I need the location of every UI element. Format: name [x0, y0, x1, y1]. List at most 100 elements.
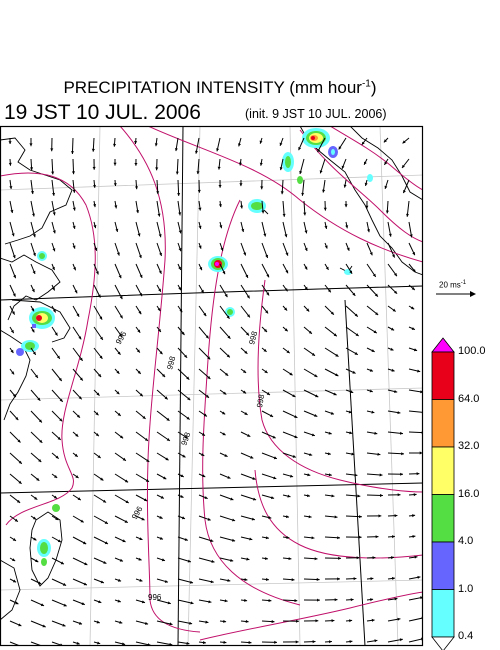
wind-vector-head — [184, 435, 188, 439]
wind-vector-head — [18, 480, 22, 484]
wind-vector-head — [52, 230, 56, 234]
wind-vector-head — [181, 331, 185, 335]
wind-vector-head — [157, 328, 161, 332]
wind-vector-head — [57, 539, 61, 543]
wind-vector-head — [335, 373, 339, 376]
wind-vector-head — [186, 641, 190, 645]
wind-vector-head — [37, 397, 41, 401]
wind-vector-head — [358, 535, 362, 539]
wind-vector-head — [304, 286, 308, 290]
wind-vector-head — [60, 561, 64, 565]
wind-vector-head — [38, 581, 42, 585]
wind-vector-head — [252, 477, 256, 480]
wind-vector-head — [383, 139, 387, 143]
wind-vector-head — [117, 351, 121, 355]
wind-vector-head — [394, 390, 398, 393]
wind-vector-head — [402, 140, 406, 144]
wind-vector-head — [291, 578, 295, 582]
wind-vector-head — [134, 141, 138, 144]
wind-vector-head — [264, 557, 268, 560]
wind-vector-head — [397, 617, 401, 621]
wind-vector-head — [207, 517, 211, 521]
wind-vector-head — [353, 577, 357, 581]
wind-vector-head — [74, 290, 78, 294]
wind-vector-head — [174, 148, 178, 152]
wind-vector-head — [334, 515, 338, 519]
wind-vector-head — [374, 293, 378, 297]
wind-vector-head — [100, 580, 104, 584]
wind-vector-head — [312, 640, 316, 644]
wind-vector-head — [146, 459, 150, 462]
wind-vector-head — [12, 579, 17, 583]
wind-vector-head — [119, 620, 123, 624]
wind-vector-head — [202, 474, 206, 478]
wind-vector-head — [75, 433, 79, 437]
wind-vector-head — [370, 598, 374, 602]
wind-vector-head — [94, 247, 98, 251]
isobar-labels: 996 998 998 998 996 998 996 — [114, 329, 266, 602]
wind-vector-head — [117, 412, 121, 416]
wind-vector-head — [416, 472, 420, 476]
wind-vector-head — [157, 213, 161, 217]
wind-vector-head — [406, 213, 409, 217]
wind-vectors — [8, 137, 423, 646]
wind-vector-head — [195, 150, 198, 154]
isobar-label: 996 — [114, 329, 129, 346]
wind-vector-head — [244, 412, 248, 415]
wind-vector-head — [18, 460, 22, 464]
wind-vector-head — [159, 515, 163, 519]
wind-vector-head — [324, 245, 328, 249]
wind-vector-head — [384, 185, 388, 189]
wind-vector-head — [247, 434, 251, 437]
wind-vector-head — [205, 394, 209, 398]
wind-vector-head — [205, 620, 209, 624]
wind-vector-head — [190, 601, 194, 605]
wind-vector-head — [84, 562, 88, 566]
wind-vector-head — [230, 558, 234, 562]
wind-vector-head — [355, 333, 359, 336]
wind-vector-head — [40, 603, 44, 607]
wind-vector-head — [198, 225, 202, 229]
wind-vector-head — [118, 333, 122, 337]
wind-vector-head — [390, 347, 394, 351]
wind-vector-head — [242, 390, 247, 394]
wind-vector-head — [388, 233, 392, 237]
vector-scale-text: 20 ms — [439, 280, 461, 290]
wind-vector-head — [327, 452, 331, 456]
wind-vector-head — [145, 621, 149, 625]
wind-vector-head — [226, 315, 230, 319]
wind-vector-head — [284, 328, 288, 332]
wind-vector-head — [413, 348, 418, 352]
wind-vector-head — [253, 497, 257, 501]
wind-vector-head — [54, 332, 58, 336]
wind-vector-head — [413, 493, 417, 497]
wind-vector-head — [346, 247, 350, 251]
wind-vector-head — [390, 327, 395, 331]
wind-vector-head — [222, 271, 226, 275]
wind-vector-head — [341, 165, 345, 169]
wind-vector-head — [158, 234, 162, 238]
wind-vector-head — [98, 373, 102, 377]
wind-vector-head — [180, 474, 184, 477]
wind-vector-head — [223, 391, 227, 395]
colorbar-segment — [431, 541, 455, 590]
wind-vector-head — [304, 230, 308, 234]
wind-vector-head — [207, 356, 211, 360]
wind-vector-head — [371, 618, 375, 622]
wind-vector-head — [177, 193, 181, 196]
wind-vector-head — [163, 476, 167, 480]
wind-vector-head — [141, 600, 145, 604]
wind-vector-head — [266, 274, 269, 278]
wind-vector-head — [62, 623, 66, 627]
wind-vector-head — [207, 376, 211, 379]
wind-vector-head — [76, 313, 80, 317]
wind-vector-head — [161, 558, 165, 562]
wind-vector-head — [169, 622, 173, 626]
wind-vector-head — [284, 307, 288, 311]
colorbar-level-label: 64.0 — [458, 392, 480, 405]
wind-vector-head — [79, 377, 83, 381]
title-unit-exponent: -1 — [361, 78, 371, 90]
wind-vector-head — [137, 233, 141, 237]
colorbar-segment — [431, 351, 455, 400]
wind-vector-head — [56, 355, 60, 359]
